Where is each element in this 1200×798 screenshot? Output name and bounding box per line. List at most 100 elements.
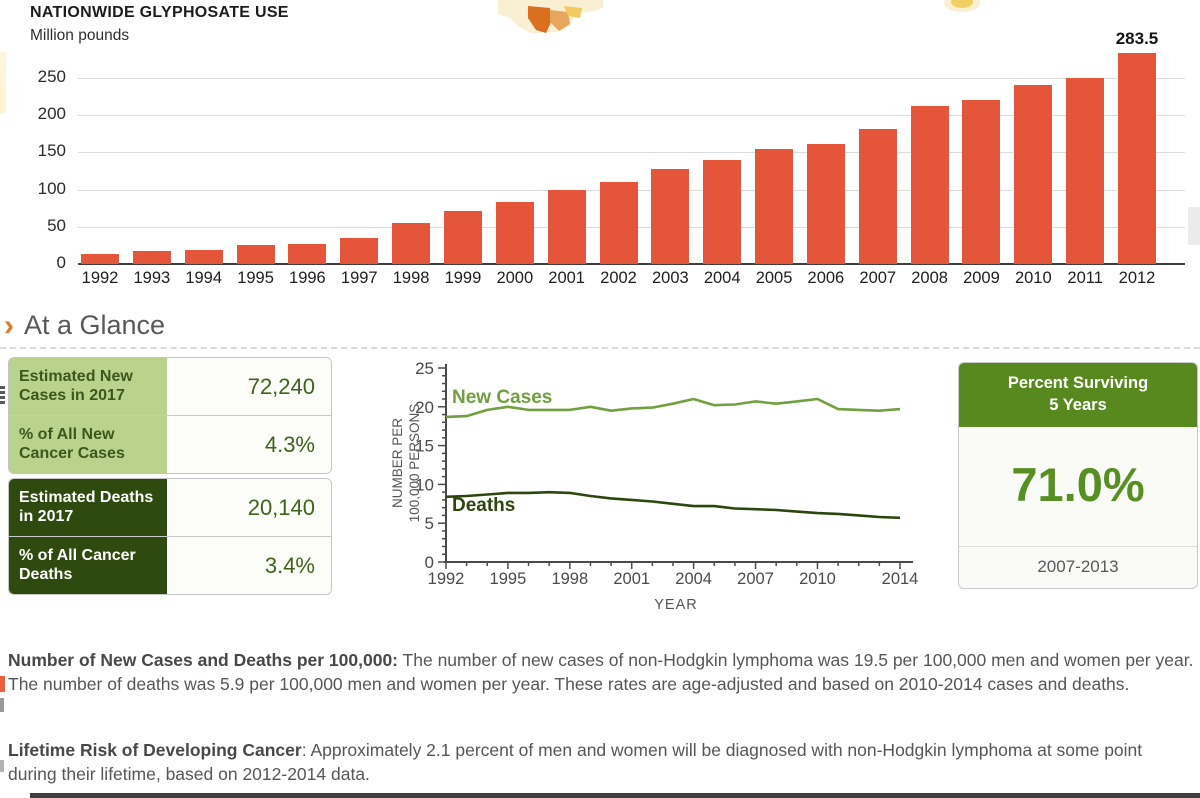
clipped-orange-icon (0, 676, 5, 692)
paragraph-lead: Lifetime Risk of Developing Cancer (8, 740, 302, 760)
stat-row-estimated-new-cases: Estimated New Cases in 2017 72,240 (9, 358, 331, 415)
series-line-deaths (445, 490, 901, 520)
series-label-deaths: Deaths (452, 495, 515, 516)
bar-2002 (599, 182, 638, 264)
x-axis-tick-label: 2002 (600, 269, 637, 287)
deaths-card: Estimated Deaths in 2017 20,140 % of All… (8, 478, 332, 595)
paragraph-lead: Number of New Cases and Deaths per 100,0… (8, 650, 399, 670)
x-axis-tick-label: 2014 (882, 570, 919, 588)
series-label-new-cases: New Cases (452, 387, 552, 408)
stat-value: 20,140 (167, 479, 331, 536)
lifetime-risk-paragraph: Lifetime Risk of Developing Cancer: Appr… (8, 738, 1194, 786)
bar-plot-area: 0 50 100 150 200 250 1992 1993 1994 1995 1996 1997 1… (0, 0, 1200, 300)
y-axis-tick-label: 0 (56, 253, 66, 272)
bar-2005 (755, 148, 794, 264)
bar-2000 (495, 201, 534, 264)
chart-title: NATIONWIDE GLYPHOSATE USE (30, 4, 289, 21)
x-axis-tick-label: 2004 (675, 570, 712, 588)
x-axis-tick-label: 2001 (613, 570, 650, 588)
bar-2006 (806, 144, 845, 264)
x-axis-tick-label: 2011 (1067, 269, 1103, 287)
bar-1995 (236, 244, 275, 264)
bar-2010 (1014, 84, 1053, 264)
x-axis-tick-label: 2009 (963, 269, 1000, 287)
y-axis-tick-label: 20 (415, 398, 434, 417)
series-line-new-cases (445, 397, 901, 419)
x-axis-tick-label: 1999 (444, 269, 482, 287)
y-axis-tick-label: 25 (415, 359, 434, 378)
x-axis-tick-label: 2008 (911, 269, 948, 287)
clipped-icon (0, 386, 5, 404)
bar-2012 (1118, 53, 1156, 264)
new-cases-deaths-paragraph: Number of New Cases and Deaths per 100,0… (8, 648, 1194, 696)
section-title: At a Glance (24, 310, 166, 340)
x-axis-tick-label: 2003 (651, 269, 689, 287)
bar-2007 (858, 129, 897, 264)
bar-2009 (962, 100, 1001, 264)
percent-surviving-card: Percent Surviving 5 Years 71.0% 2007-201… (958, 362, 1198, 589)
x-axis-tick-label: 2006 (807, 269, 845, 287)
bar-1998 (392, 223, 431, 264)
y-axis-tick-label: 10 (415, 475, 434, 494)
y-axis-tick-label: 150 (37, 141, 66, 161)
survival-header-line2: 5 Years (1049, 396, 1107, 415)
y-axis-title: NUMBER PER 100,000 PERSONS (390, 404, 422, 523)
bar-2008 (910, 105, 949, 264)
x-axis-tick-label: 1993 (133, 269, 171, 287)
bar-1996 (288, 243, 327, 264)
x-axis-tick-label: 2010 (799, 570, 836, 588)
x-axis-tick-label: 2004 (703, 269, 741, 287)
bar-2003 (651, 168, 690, 264)
clipped-gray-icon (0, 698, 4, 712)
bar-2011 (1066, 78, 1105, 264)
stat-row-estimated-deaths: Estimated Deaths in 2017 20,140 (9, 479, 331, 536)
bar-1994 (184, 249, 223, 264)
new-cases-card: Estimated New Cases in 2017 72,240 % of … (8, 357, 332, 474)
stat-row-pct-new-cases: % of All New Cancer Cases 4.3% (9, 415, 331, 473)
glyphosate-use-chart: NATIONWIDE GLYPHOSATE USE Million pounds… (0, 0, 1200, 300)
gridline (78, 115, 1185, 117)
bar-1993 (132, 251, 171, 264)
bar-2004 (703, 159, 742, 264)
section-divider (0, 347, 1200, 349)
chart-subtitle: Million pounds (30, 27, 130, 44)
bar-2001 (547, 190, 586, 264)
stat-value: 4.3% (167, 416, 331, 473)
x-axis-tick-label: 2007 (859, 269, 897, 287)
y-axis-tick-label: 5 (425, 514, 434, 533)
scrollbar-thumb[interactable] (1188, 207, 1200, 245)
at-a-glance-heading: › At a Glance (4, 308, 165, 342)
y-axis-tick-label: 100 (37, 178, 66, 198)
x-axis-tick-label: 2007 (737, 570, 774, 588)
x-axis-tick-label: 1998 (392, 269, 430, 287)
stat-label: Estimated New Cases in 2017 (9, 358, 167, 415)
gridline (78, 152, 1185, 154)
bar-1992 (81, 254, 119, 264)
x-axis-tick-label: 1994 (185, 269, 223, 287)
x-axis-tick-label: 2005 (755, 269, 793, 287)
next-section-edge (30, 793, 1200, 798)
y-axis-tick-label: 250 (37, 67, 66, 86)
chevron-right-icon: › (4, 309, 14, 342)
gridline (78, 78, 1185, 79)
x-axis-title: YEAR (654, 597, 698, 613)
x-axis-tick-label: 1992 (428, 570, 465, 588)
x-axis-tick-label: 2001 (548, 269, 585, 287)
x-axis-tick-label: 1997 (340, 269, 378, 287)
x-axis-tick-label: 2012 (1118, 269, 1156, 287)
y-axis-tick-label: 50 (47, 215, 66, 235)
paragraph-body: : Approximately 2.1 percent of men and w… (8, 740, 1143, 784)
x-axis-tick-label: 1996 (289, 269, 326, 287)
map-fragment-right (944, 0, 980, 12)
survival-period: 2007-2013 (959, 545, 1197, 588)
clipped-gray-icon (0, 760, 4, 772)
map-fragment-left (0, 52, 6, 114)
stat-value: 72,240 (167, 358, 331, 415)
survival-rate-value: 71.0% (1011, 457, 1145, 511)
x-axis-tick-label: 1995 (237, 269, 274, 287)
stat-label: % of All New Cancer Cases (9, 416, 167, 473)
map-fragment-center (498, 0, 603, 34)
x-axis-tick-label: 1992 (81, 269, 119, 287)
stat-label: Estimated Deaths in 2017 (9, 479, 167, 536)
